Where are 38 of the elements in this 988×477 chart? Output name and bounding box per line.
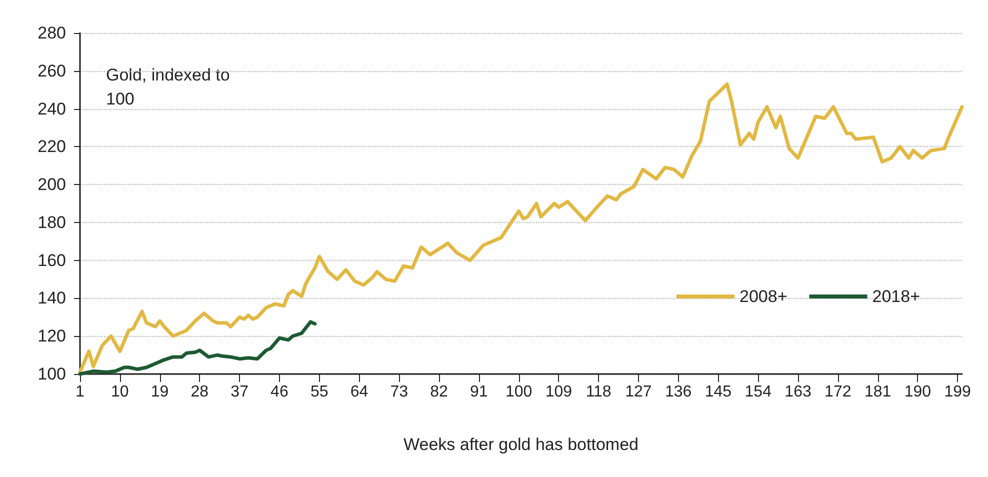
- x-axis-title: Weeks after gold has bottomed: [404, 435, 638, 454]
- x-tick-label: 100: [505, 384, 532, 400]
- x-tick-label: 37: [230, 384, 249, 400]
- y-tick-label: 100: [38, 364, 66, 384]
- x-tick-label: 163: [784, 384, 812, 400]
- x-tick-label: 109: [545, 384, 572, 400]
- x-tick-label: 154: [744, 384, 772, 400]
- x-tick-label: 172: [824, 384, 852, 400]
- x-tick-label: 190: [904, 384, 932, 400]
- x-tick-label: 181: [864, 384, 892, 400]
- legend-label: 2018+: [872, 287, 920, 306]
- y-tick-label: 280: [38, 24, 66, 42]
- x-tick-label: 82: [430, 384, 448, 400]
- x-tick-label: 28: [190, 384, 209, 400]
- y-tick-label: 120: [38, 326, 66, 346]
- x-tick-label: 73: [390, 384, 408, 400]
- x-tick-label: 91: [470, 384, 488, 400]
- y-tick-label: 220: [38, 137, 66, 156]
- x-tick-label: 19: [150, 384, 169, 400]
- x-tick-label: 55: [310, 384, 328, 400]
- y-tick-label: 180: [38, 212, 66, 232]
- y-tick-label: 200: [38, 175, 66, 194]
- line-series: [78, 320, 317, 376]
- y-tick-label: 140: [38, 288, 66, 308]
- y-tick-label: 160: [38, 250, 66, 270]
- x-tick-label: 64: [350, 384, 368, 400]
- x-tick-label: 1: [76, 384, 85, 400]
- x-tick-label: 118: [586, 384, 612, 400]
- legend-label: 2008+: [740, 287, 788, 306]
- x-tick-label: 199: [944, 384, 972, 400]
- annotation: Gold, indexed to 100: [106, 66, 235, 108]
- y-tick-label: 260: [38, 61, 66, 80]
- x-tick-label: 10: [110, 384, 129, 400]
- x-tick-label: 145: [704, 384, 732, 400]
- x-tick-label: 127: [625, 384, 652, 400]
- y-tick-label: 240: [38, 99, 66, 118]
- x-tick-label: 136: [664, 384, 692, 400]
- x-tick-label: 46: [270, 384, 288, 400]
